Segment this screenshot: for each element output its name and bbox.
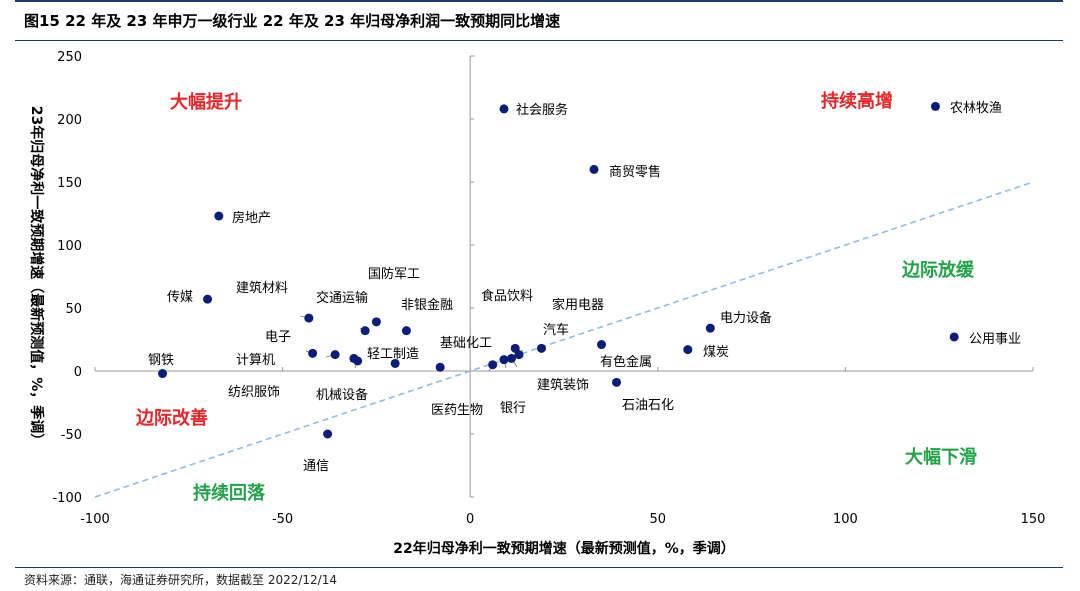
y-tick-label: -100 bbox=[52, 491, 82, 506]
reference-line bbox=[94, 181, 1034, 498]
data-point bbox=[435, 362, 445, 372]
data-point bbox=[401, 326, 411, 336]
point-label: 电力设备 bbox=[720, 310, 772, 326]
point-label: 非银金融 bbox=[401, 297, 453, 313]
point-label: 食品饮料 bbox=[481, 288, 533, 304]
point-label: 机械设备 bbox=[316, 387, 368, 403]
x-tick-label: 0 bbox=[466, 512, 474, 527]
x-axis-title: 22年归母净利一致预期增速（最新预测值，%，季调） bbox=[393, 540, 735, 557]
point-label: 房地产 bbox=[232, 210, 271, 226]
data-point bbox=[304, 313, 314, 323]
point-label: 基础化工 bbox=[440, 336, 492, 351]
source-note: 资料来源：通联，海通证券研究所，数据截至 2022/12/14 bbox=[24, 573, 337, 587]
point-label: 钢铁 bbox=[148, 353, 174, 368]
point-label: 纺织服饰 bbox=[228, 385, 280, 400]
y-tick-label: 250 bbox=[57, 50, 82, 65]
title-top-rule bbox=[15, 0, 1063, 2]
point-label: 传媒 bbox=[167, 290, 193, 305]
x-tick-label: 100 bbox=[833, 512, 858, 527]
data-point bbox=[683, 345, 693, 355]
point-label: 汽车 bbox=[543, 322, 569, 338]
x-tick-label: -100 bbox=[80, 512, 110, 527]
point-label: 建筑装饰 bbox=[537, 377, 589, 393]
data-point bbox=[930, 101, 940, 111]
data-point bbox=[705, 323, 715, 333]
point-label: 计算机 bbox=[236, 353, 275, 368]
data-point bbox=[506, 353, 516, 363]
y-tick-label: 0 bbox=[74, 365, 82, 380]
y-tick-label: 200 bbox=[57, 113, 82, 128]
y-tick-label: 150 bbox=[57, 176, 82, 191]
quadrant-label: 边际放缓 bbox=[901, 259, 975, 281]
title-bottom-rule bbox=[15, 40, 1063, 41]
point-label: 社会服务 bbox=[516, 102, 568, 118]
quadrant-label: 大幅下滑 bbox=[905, 446, 977, 468]
point-label: 电子 bbox=[265, 330, 291, 345]
point-label: 交通运输 bbox=[316, 290, 368, 306]
x-tick-label: 150 bbox=[1021, 512, 1046, 527]
point-label: 通信 bbox=[303, 459, 329, 474]
data-point bbox=[308, 348, 318, 358]
point-label: 石油石化 bbox=[622, 398, 674, 413]
point-label: 农林牧渔 bbox=[950, 101, 1002, 116]
data-point bbox=[536, 343, 546, 353]
data-point bbox=[514, 350, 524, 360]
data-point bbox=[158, 369, 168, 379]
data-point bbox=[949, 332, 959, 342]
y-tick-label: 100 bbox=[57, 239, 82, 254]
data-point bbox=[499, 355, 509, 365]
point-label: 有色金属 bbox=[600, 354, 652, 370]
y-axis-title: 23年归母净利一致预期增速（最新预测值，%，季调） bbox=[28, 106, 45, 448]
data-point bbox=[330, 350, 340, 360]
data-point bbox=[597, 340, 607, 350]
point-label: 煤炭 bbox=[703, 345, 729, 360]
data-point bbox=[612, 377, 622, 387]
quadrant-label: 大幅提升 bbox=[170, 91, 242, 113]
data-point bbox=[353, 356, 363, 366]
point-label: 建筑材料 bbox=[236, 280, 288, 296]
data-point bbox=[390, 358, 400, 368]
point-label: 医药生物 bbox=[431, 403, 483, 418]
point-label: 轻工制造 bbox=[367, 347, 419, 362]
x-tick-label: -50 bbox=[272, 512, 293, 527]
x-tick-label: 50 bbox=[650, 512, 667, 527]
data-point bbox=[488, 360, 498, 370]
y-tick-label: -50 bbox=[61, 428, 82, 443]
figure-title: 图15 22 年及 23 年申万一级行业 22 年及 23 年归母净利润一致预期… bbox=[24, 12, 561, 30]
data-point bbox=[499, 104, 509, 114]
data-point bbox=[323, 429, 333, 439]
quadrant-label: 边际改善 bbox=[135, 407, 208, 429]
point-label: 公用事业 bbox=[969, 332, 1021, 347]
data-point bbox=[371, 317, 381, 327]
point-label: 家用电器 bbox=[552, 297, 604, 313]
quadrant-label: 持续回落 bbox=[193, 482, 266, 504]
source-rule bbox=[15, 567, 1063, 568]
data-point bbox=[360, 326, 370, 336]
y-tick-label: 50 bbox=[65, 302, 82, 317]
quadrant-label: 持续高增 bbox=[821, 90, 893, 112]
data-point bbox=[589, 164, 599, 174]
point-label: 国防军工 bbox=[368, 266, 420, 282]
data-point bbox=[214, 211, 224, 221]
point-label: 银行 bbox=[500, 401, 526, 416]
point-label: 商贸零售 bbox=[609, 164, 661, 180]
data-point bbox=[203, 294, 213, 304]
